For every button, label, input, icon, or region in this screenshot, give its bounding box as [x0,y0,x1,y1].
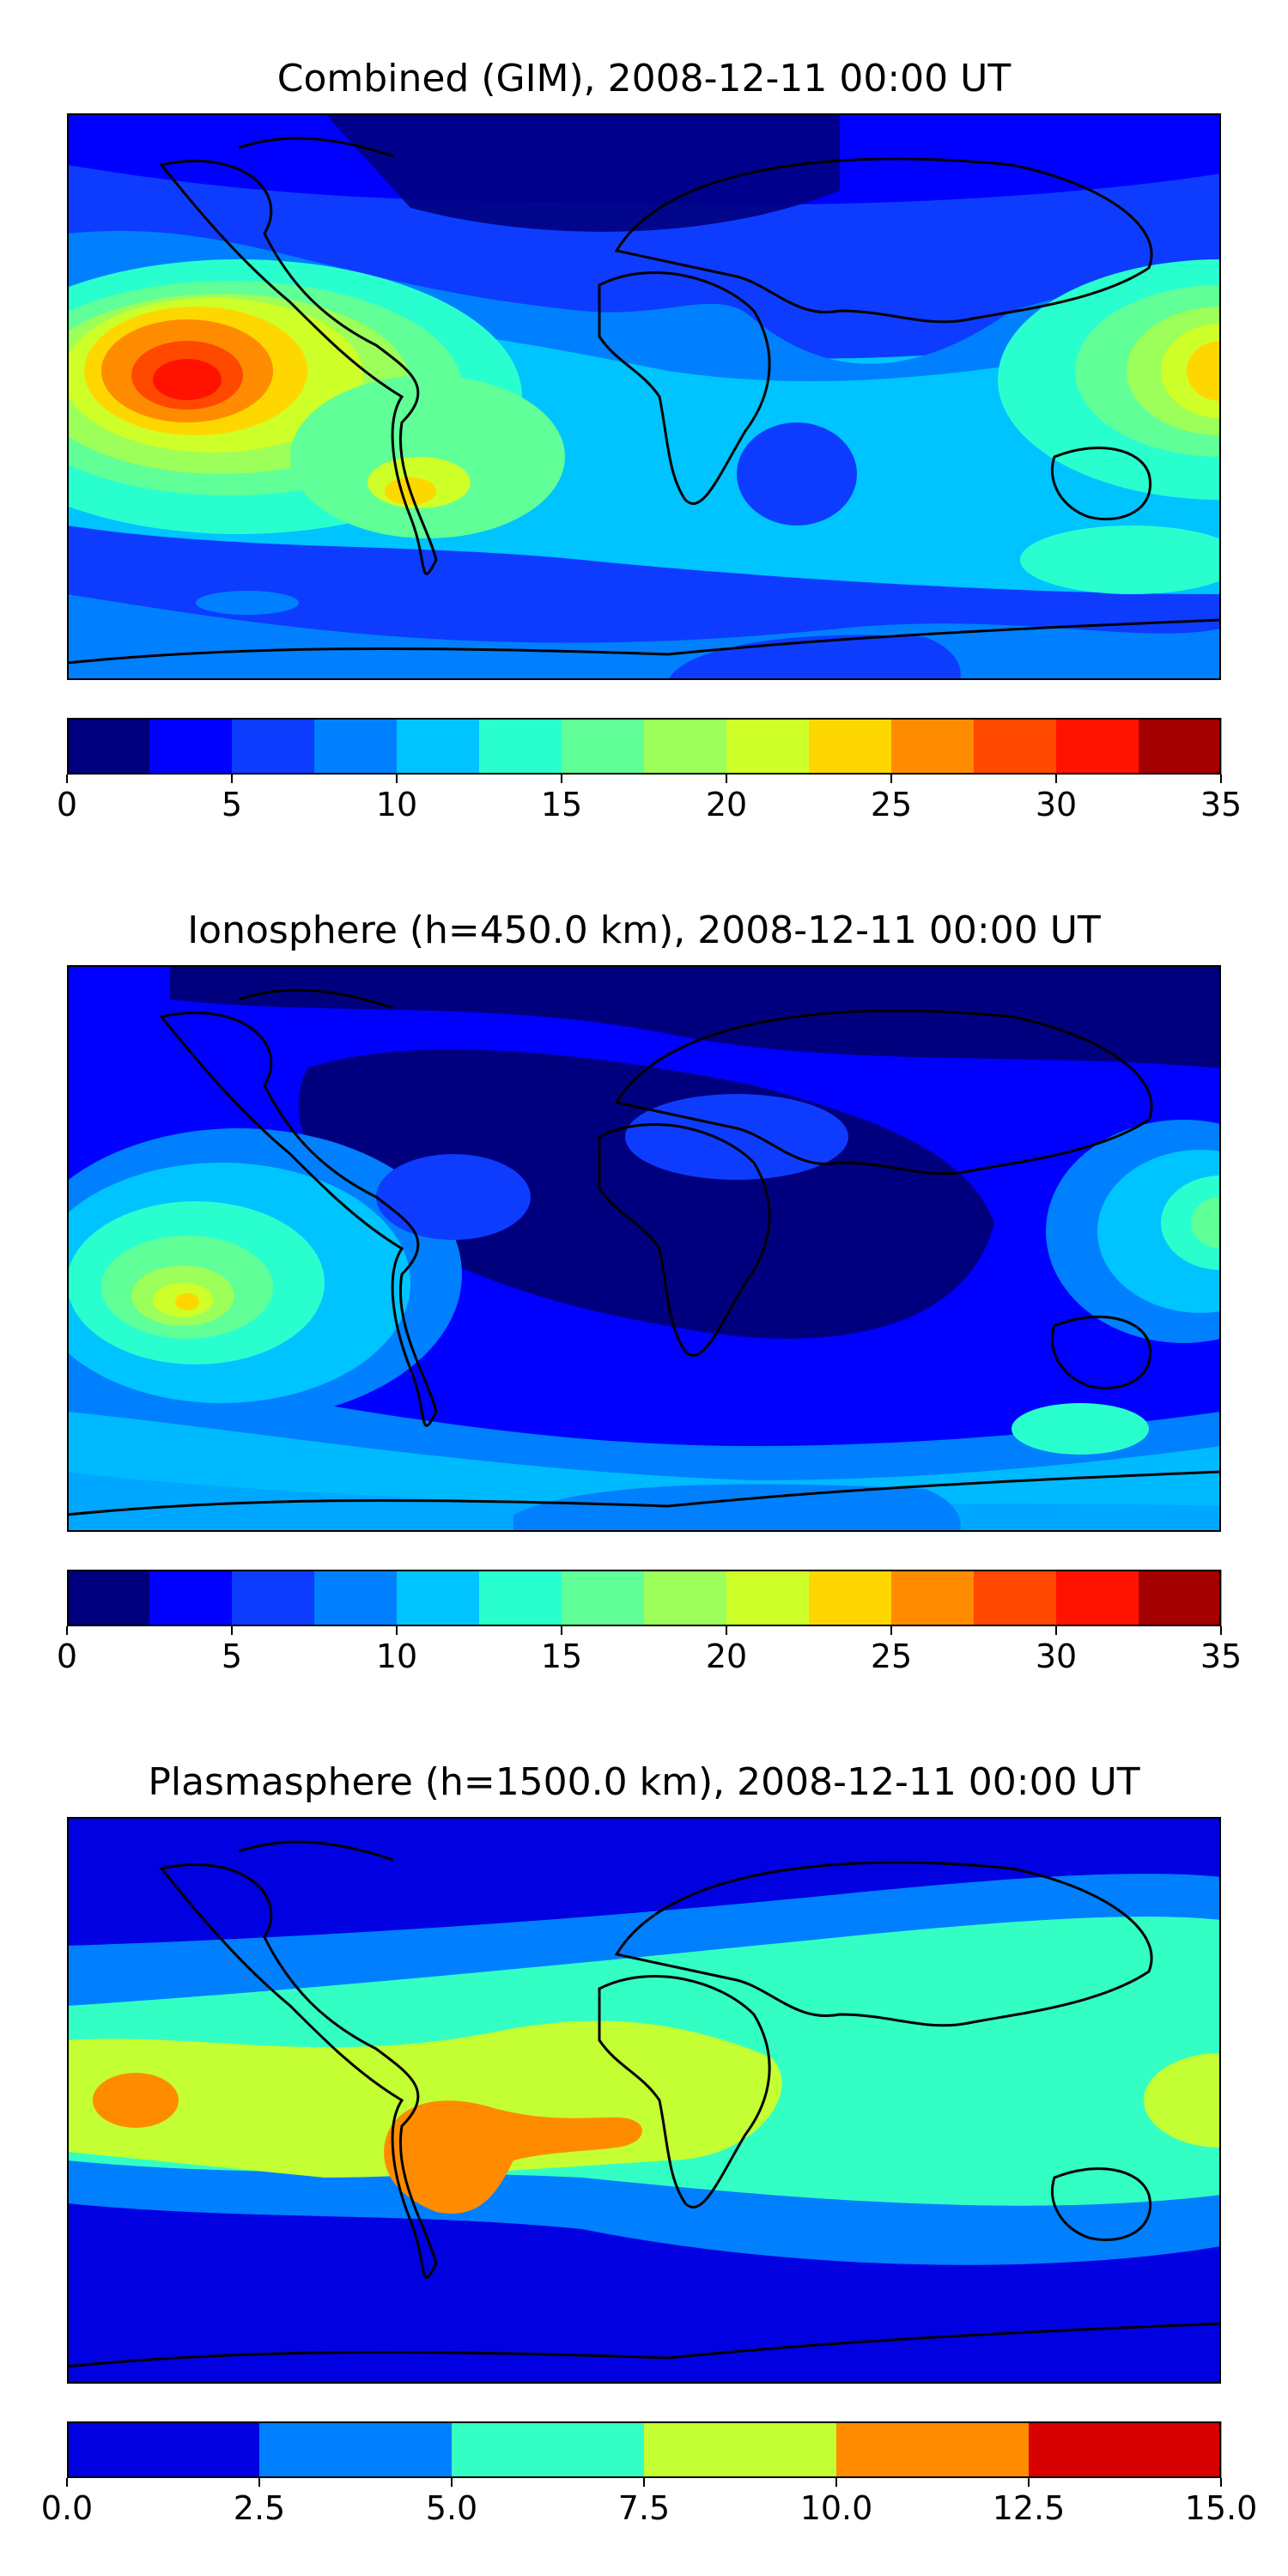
colorbar-border [67,2421,1221,2478]
colorbar-swatch [314,1570,398,1626]
colorbar-swatch [314,718,398,775]
combined-gim-title: Combined (GIM), 2008-12-11 00:00 UT [276,57,1012,100]
colorbar-tick-label: 5 [222,1637,242,1675]
colorbar-swatch [67,718,150,775]
colorbar-swatch [1139,1570,1222,1626]
ionosphere-colorbar: 0 5 10 15 20 25 30 35 [57,1570,1242,1675]
colorbar-tick-label: 5 [222,786,242,823]
colorbar-swatch [1029,2421,1222,2478]
colorbar-swatch [397,718,480,775]
colorbar-swatch [1056,718,1139,775]
colorbar-swatch [726,718,810,775]
colorbar-swatch [836,2421,1030,2478]
colorbar-tick-label: 25 [871,1637,912,1675]
colorbar-swatch [644,2421,837,2478]
colorbar-tick-label: 10 [376,1637,417,1675]
colorbar-swatch [562,718,645,775]
colorbar-swatch [452,2421,645,2478]
colorbar-tick-label: 0 [57,1637,77,1675]
colorbar-tick-label: 0.0 [41,2489,93,2527]
colorbar-swatch [149,718,233,775]
colorbar-swatch [974,718,1057,775]
colorbar-swatch [644,718,727,775]
colorbar-swatch [726,1570,810,1626]
colorbar-swatch [562,1570,645,1626]
colorbar-tick-label: 20 [706,1637,747,1675]
colorbar-tick-label: 5.0 [426,2489,477,2527]
colorbar-tick-label: 10 [376,786,417,823]
plasmasphere-title: Plasmasphere (h=1500.0 km), 2008-12-11 0… [148,1760,1140,1804]
colorbar-tick-label: 12.5 [993,2489,1066,2527]
colorbar-swatch [232,718,315,775]
colorbar-tick-label: 25 [871,786,912,823]
colorbar-tick-label: 35 [1200,786,1242,823]
colorbar-tick-label: 30 [1036,786,1077,823]
combined-gim-colorbar: 0 5 10 15 20 25 30 35 [57,718,1242,823]
colorbar-tick-label: 30 [1036,1637,1077,1675]
colorbar-swatch [259,2421,453,2478]
colorbar-tick-label: 20 [706,786,747,823]
colorbar-swatch [67,1570,150,1626]
colorbar-tick-label: 2.5 [234,2489,285,2527]
colorbar-swatch [397,1570,480,1626]
colorbar-tick-label: 15 [541,1637,582,1675]
colorbar-swatch [891,1570,975,1626]
colorbar-tick-label: 15 [541,786,582,823]
colorbar-tick-label: 7.5 [618,2489,670,2527]
colorbar-tick-label: 35 [1200,1637,1242,1675]
colorbar-border [67,1570,1221,1626]
plasmasphere-colorbar: 0.0 2.5 5.0 7.5 10.0 12.5 15.0 [41,2421,1257,2527]
colorbar-swatch [232,1570,315,1626]
combined-gim-map [67,113,1221,680]
colorbar-swatch [974,1570,1057,1626]
colorbar-tick-label: 0 [57,786,77,823]
colorbar-swatch [149,1570,233,1626]
colorbar-swatch [809,718,892,775]
plasmasphere-map [67,1817,1221,2384]
colorbar-swatch [1056,1570,1139,1626]
ionosphere-map [67,965,1221,1532]
colorbar-border [67,718,1221,775]
colorbar-swatch [644,1570,727,1626]
colorbar-swatch [891,718,975,775]
colorbar-swatch [1139,718,1222,775]
ionosphere-title: Ionosphere (h=450.0 km), 2008-12-11 00:0… [187,908,1101,952]
colorbar-swatch [67,2421,260,2478]
colorbar-swatch [809,1570,892,1626]
colorbar-swatch [479,1570,562,1626]
colorbar-tick-label: 10.0 [800,2489,873,2527]
colorbar-swatch [479,718,562,775]
colorbar-tick-label: 15.0 [1185,2489,1258,2527]
